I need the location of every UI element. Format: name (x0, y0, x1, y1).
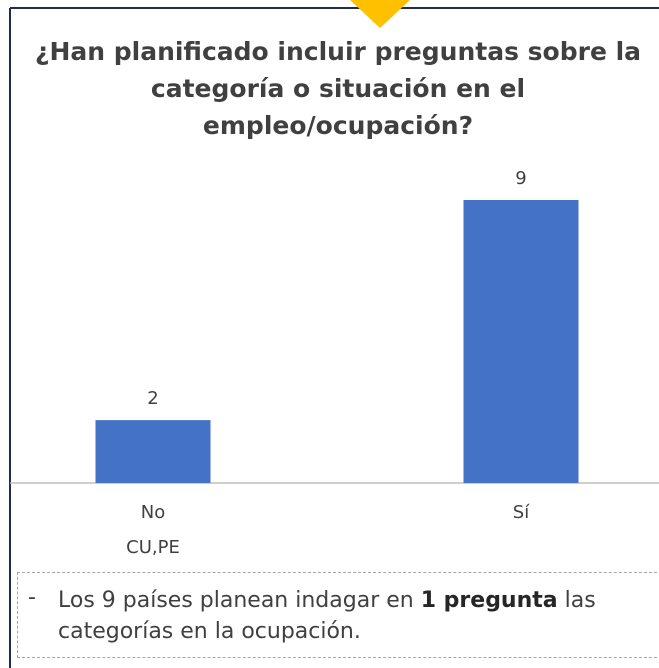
note-bullet: - (28, 585, 36, 610)
value-label: 9 (515, 168, 526, 189)
chart-title: ¿Han planificado incluir preguntas sobre… (35, 37, 641, 66)
value-label: 2 (147, 388, 158, 409)
chart-title: categoría o situación en el (151, 74, 525, 103)
note-text: Los 9 países planean indagar en 1 pregun… (58, 585, 659, 647)
bar (463, 200, 579, 483)
note-part: Los 9 países planean indagar en (58, 588, 421, 613)
bar (95, 420, 211, 483)
note-bold: 1 pregunta (420, 588, 558, 613)
note-part: las categorías en la ocupación. (58, 588, 596, 644)
x-tick-label: No (141, 502, 165, 523)
note-box: - Los 9 países planean indagar en 1 preg… (17, 572, 659, 658)
x-tick-label: Sí (513, 502, 530, 523)
marker-triangle (350, 0, 410, 28)
x-tick-sublabel: CU,PE (126, 537, 180, 558)
chart-title: empleo/ocupación? (203, 111, 473, 140)
